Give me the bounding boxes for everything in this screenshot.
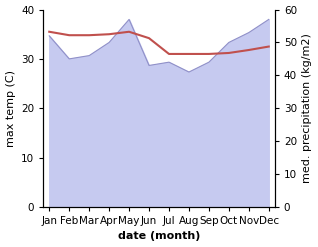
Y-axis label: med. precipitation (kg/m2): med. precipitation (kg/m2)	[302, 33, 313, 183]
X-axis label: date (month): date (month)	[118, 231, 200, 242]
Y-axis label: max temp (C): max temp (C)	[5, 70, 16, 147]
